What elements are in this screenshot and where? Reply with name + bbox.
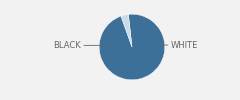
Text: WHITE: WHITE <box>161 40 198 50</box>
Text: BLACK: BLACK <box>54 41 108 50</box>
Wedge shape <box>99 14 165 80</box>
Wedge shape <box>121 14 132 47</box>
